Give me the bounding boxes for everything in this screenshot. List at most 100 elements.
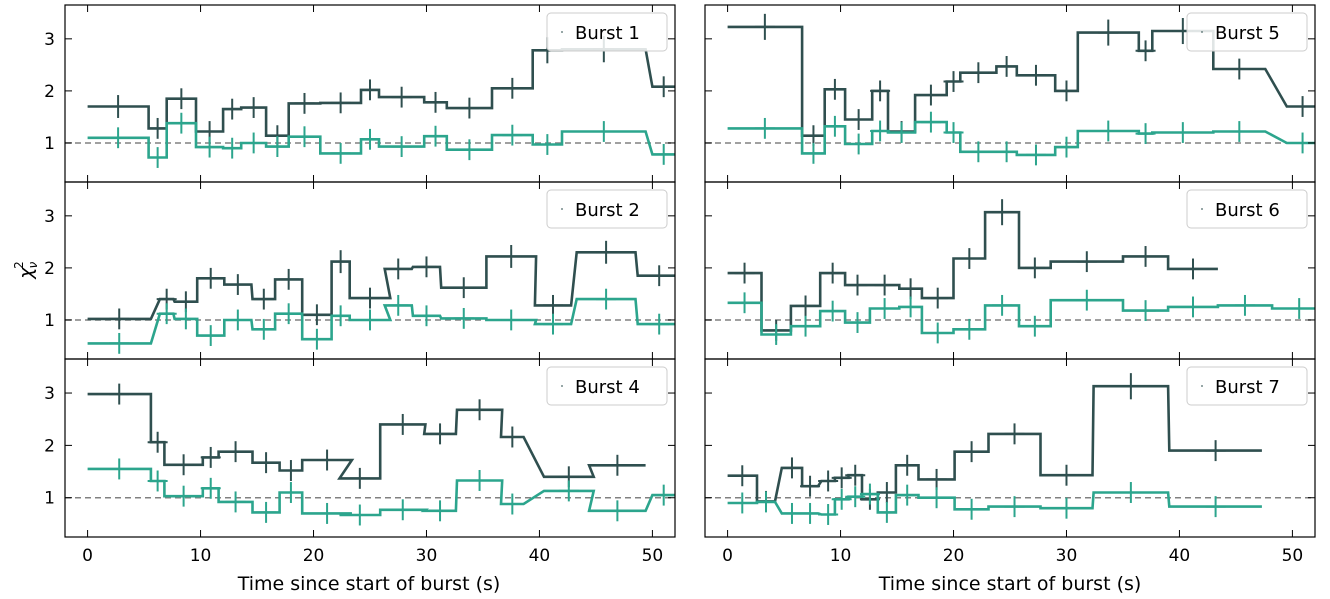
panel-4: Burst 6 bbox=[704, 181, 1316, 360]
errorbar-dark bbox=[870, 80, 891, 102]
errorbar-green bbox=[349, 504, 370, 526]
series-green-step bbox=[87, 467, 675, 517]
errorbar-dark bbox=[253, 288, 274, 310]
errorbar-green bbox=[225, 491, 246, 513]
legend-box bbox=[546, 366, 668, 406]
errorbar-green bbox=[360, 128, 380, 150]
x-tick-label: 0 bbox=[82, 546, 93, 566]
errorbar-dark bbox=[1205, 440, 1226, 462]
errorbar-dark bbox=[416, 256, 437, 278]
errorbar-dark bbox=[803, 125, 824, 147]
errorbar-green bbox=[1135, 300, 1156, 321]
legend-box bbox=[1186, 12, 1308, 52]
legend-box bbox=[546, 189, 668, 229]
errorbar-dark bbox=[1135, 40, 1156, 62]
errorbar-dark bbox=[391, 86, 412, 108]
errorbar-dark bbox=[847, 274, 868, 296]
plot-area bbox=[65, 36, 675, 168]
legend-label: Burst 5 bbox=[1215, 23, 1280, 44]
errorbar-green bbox=[961, 498, 982, 520]
errorbar-green bbox=[734, 292, 755, 314]
errorbar-green bbox=[795, 315, 816, 337]
legend-label: Burst 4 bbox=[575, 377, 640, 398]
x-axis-label-left: Time since start of burst (s) bbox=[237, 573, 501, 595]
errorbar-green bbox=[927, 322, 948, 344]
errorbar-dark bbox=[256, 452, 277, 474]
errorbar-green bbox=[992, 294, 1013, 316]
errorbar-dark bbox=[1025, 64, 1046, 86]
errorbar-dark bbox=[1004, 423, 1025, 445]
errorbar-green bbox=[1056, 497, 1077, 519]
errorbar-dark bbox=[795, 295, 816, 317]
errorbar-dark bbox=[200, 446, 221, 468]
y-axis-label-sub: ν bbox=[26, 262, 40, 269]
errorbar-dark bbox=[1024, 257, 1045, 279]
errorbar-green bbox=[824, 115, 845, 137]
errorbar-green bbox=[900, 296, 921, 318]
legend: Burst 2 bbox=[546, 189, 668, 229]
errorbar-green bbox=[874, 298, 895, 319]
errorbar-green bbox=[330, 305, 351, 327]
errorbar-green bbox=[156, 303, 177, 325]
errorbar-dark bbox=[959, 248, 980, 269]
errorbar-dark bbox=[109, 383, 130, 405]
axes-frame bbox=[64, 358, 676, 538]
errorbar-green bbox=[537, 134, 558, 155]
y-tick-label: 2 bbox=[44, 82, 55, 102]
errorbar-dark bbox=[280, 460, 301, 481]
errorbar-dark bbox=[109, 308, 130, 330]
errorbar-green bbox=[267, 136, 288, 158]
series-dark-step bbox=[727, 384, 1262, 503]
errorbar-green bbox=[607, 500, 628, 522]
errorbar-green bbox=[1205, 496, 1226, 518]
errorbar-green bbox=[926, 487, 947, 509]
errorbar-green bbox=[1229, 121, 1250, 142]
legend: Burst 4 bbox=[546, 366, 668, 406]
errorbar-green bbox=[200, 325, 221, 346]
errorbar-green bbox=[416, 305, 437, 327]
errorbar-green bbox=[876, 501, 897, 523]
errorbar-dark bbox=[874, 274, 895, 296]
errorbar-dark bbox=[926, 468, 947, 490]
errorbar-dark bbox=[818, 470, 839, 492]
errorbar-green bbox=[430, 500, 451, 522]
errorbar-green bbox=[1172, 122, 1193, 143]
plot-area bbox=[705, 373, 1315, 525]
errorbar-green bbox=[147, 147, 168, 168]
errorbar-green bbox=[109, 458, 130, 480]
errorbar-dark bbox=[734, 262, 755, 284]
errorbar-green bbox=[822, 300, 843, 322]
series-green-step bbox=[87, 297, 675, 345]
errorbar-green bbox=[891, 122, 912, 143]
x-tick-label: 50 bbox=[1282, 546, 1304, 566]
x-axis-label-right: Time since start of burst (s) bbox=[878, 573, 1142, 595]
y-tick-label: 3 bbox=[44, 207, 55, 227]
errorbar-dark bbox=[961, 441, 982, 463]
y-tick-label: 1 bbox=[44, 311, 55, 331]
errorbar-green bbox=[1183, 296, 1203, 318]
errorbar-green bbox=[870, 120, 891, 142]
errorbar-dark bbox=[108, 95, 129, 118]
errorbar-green bbox=[459, 139, 480, 161]
errorbar-dark bbox=[502, 77, 523, 99]
errorbar-dark bbox=[360, 79, 380, 101]
errorbar-dark bbox=[330, 250, 351, 274]
y-tick-label: 1 bbox=[44, 134, 55, 154]
panel-6: 0 10 20 30 40 50 Burst 7 bbox=[704, 358, 1316, 566]
y-axis-label-base: χ bbox=[15, 267, 37, 280]
errorbar-dark bbox=[1135, 246, 1156, 267]
y-axis-label: χν2 bbox=[12, 261, 40, 280]
series-dark-step bbox=[87, 251, 675, 321]
errorbar-green bbox=[222, 137, 243, 159]
panel-3: 1 2 3 Burst 2 bbox=[44, 181, 676, 360]
errorbar-green bbox=[147, 470, 168, 492]
x-tick-label: 30 bbox=[416, 546, 438, 566]
errorbar-green bbox=[306, 328, 327, 350]
errorbar-dark bbox=[1076, 251, 1097, 273]
y-tick-label: 3 bbox=[44, 30, 55, 50]
y-tick-label: 1 bbox=[44, 489, 55, 509]
errorbar-green bbox=[1135, 123, 1156, 144]
errorbar-green bbox=[943, 122, 964, 143]
errorbar-dark bbox=[732, 465, 753, 487]
errorbar-green bbox=[649, 313, 670, 335]
